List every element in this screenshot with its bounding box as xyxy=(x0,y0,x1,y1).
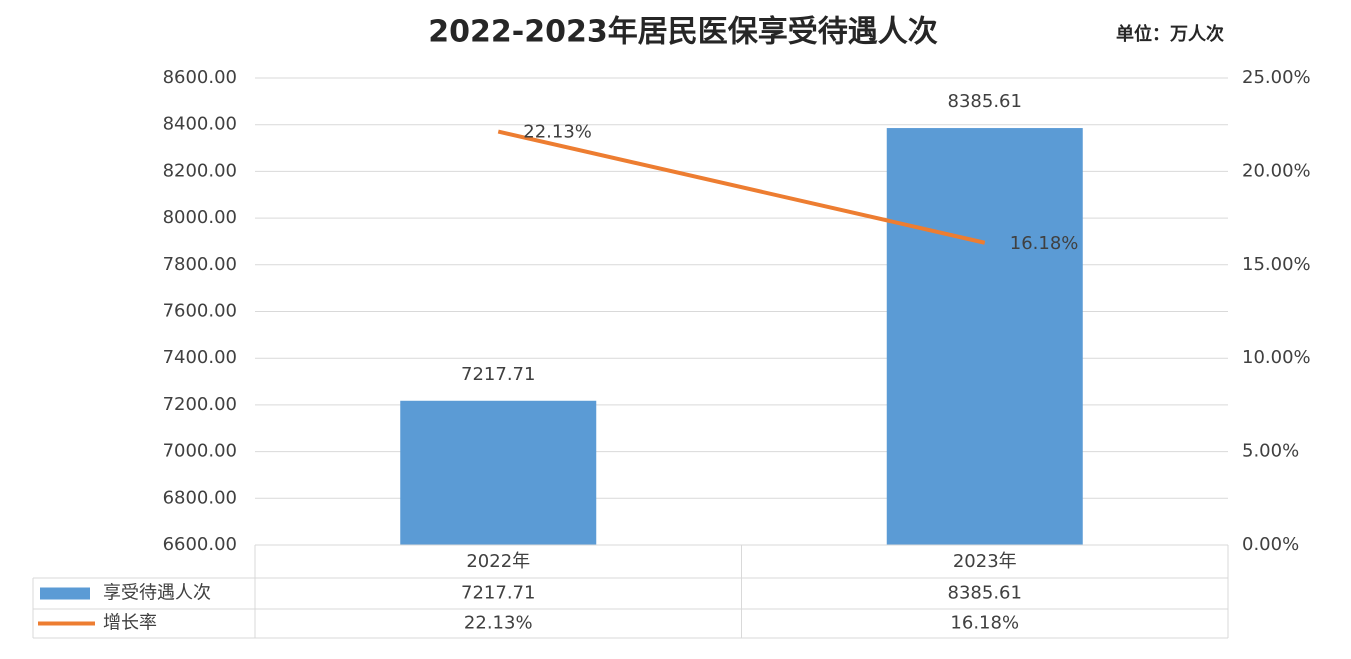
data-label: 7217.71 xyxy=(461,364,535,385)
y-tick-label: 8400.00 xyxy=(163,114,237,135)
y-tick-label: 6600.00 xyxy=(163,534,237,555)
y2-tick-label: 10.00% xyxy=(1242,347,1311,368)
data-label: 16.18% xyxy=(1010,233,1079,254)
y2-tick-label: 0.00% xyxy=(1242,534,1299,555)
chart-title: 2022-2023年居民医保享受待遇人次 xyxy=(428,15,937,50)
data-label: 8385.61 xyxy=(948,91,1022,112)
y-tick-label: 7200.00 xyxy=(163,394,237,415)
unit-label: 单位：万人次 xyxy=(1116,23,1224,45)
line xyxy=(497,129,986,245)
y2-tick-label: 5.00% xyxy=(1242,441,1299,462)
table-cell: 7217.71 xyxy=(461,583,535,604)
data-label: 22.13% xyxy=(523,122,592,143)
x-tick-label: 2022年 xyxy=(466,551,530,572)
y2-tick-label: 15.00% xyxy=(1242,254,1311,275)
y2-tick-label: 20.00% xyxy=(1242,160,1311,181)
table-cell: 8385.61 xyxy=(948,583,1022,604)
x-tick-label: 2023年 xyxy=(953,551,1017,572)
legend-label: 享受待遇人次 xyxy=(103,583,211,604)
table-cell: 22.13% xyxy=(464,613,533,634)
y-tick-label: 7800.00 xyxy=(163,254,237,275)
y-tick-label: 7000.00 xyxy=(163,441,237,462)
y-tick-label: 8200.00 xyxy=(163,160,237,181)
table-cell: 16.18% xyxy=(950,613,1019,634)
bar xyxy=(400,400,597,545)
bar xyxy=(886,128,1083,545)
y2-tick-label: 25.00% xyxy=(1242,67,1311,88)
legend-label: 增长率 xyxy=(103,613,157,634)
legend-swatch xyxy=(40,587,90,600)
y-tick-label: 8600.00 xyxy=(163,67,237,88)
y-tick-label: 8000.00 xyxy=(163,207,237,228)
y-tick-label: 6800.00 xyxy=(163,487,237,508)
y-tick-label: 7400.00 xyxy=(163,347,237,368)
y-tick-label: 7600.00 xyxy=(163,301,237,322)
